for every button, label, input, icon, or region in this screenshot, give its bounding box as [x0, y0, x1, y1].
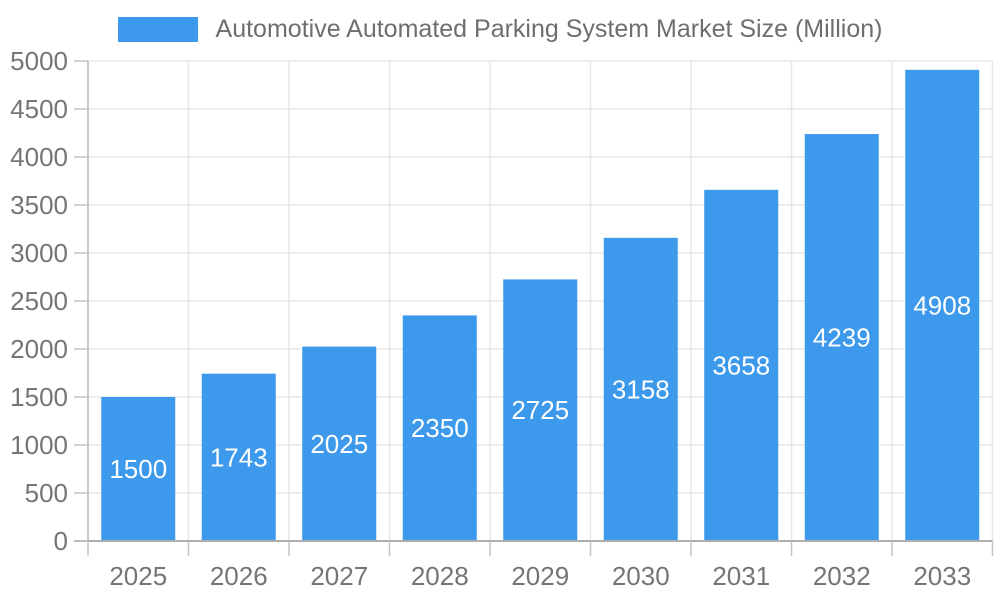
- legend-item[interactable]: Automotive Automated Parking System Mark…: [117, 15, 883, 44]
- y-tick-label: 3000: [10, 238, 68, 268]
- x-tick-label: 2032: [813, 561, 871, 591]
- y-tick-label: 5000: [10, 46, 68, 76]
- y-tick-label: 4000: [10, 142, 68, 172]
- bar-value-label: 1743: [210, 442, 268, 472]
- x-tick-label: 2028: [411, 561, 469, 591]
- bar-2033: [905, 69, 980, 541]
- y-tick-label: 4500: [10, 94, 68, 124]
- x-tick-label: 2026: [210, 561, 268, 591]
- bar-2026: [201, 373, 276, 541]
- x-tick-label: 2025: [109, 561, 167, 591]
- bar-2028: [402, 315, 477, 541]
- x-tick-label: 2029: [511, 561, 569, 591]
- bar-value-label: 3658: [712, 350, 770, 380]
- bar-value-label: 2725: [511, 395, 569, 425]
- x-tick-label: 2031: [712, 561, 770, 591]
- bar-value-label: 2350: [411, 413, 469, 443]
- x-tick-label: 2027: [310, 561, 368, 591]
- y-tick-label: 2500: [10, 286, 68, 316]
- y-tick-label: 1500: [10, 382, 68, 412]
- bar-2032: [804, 134, 879, 541]
- x-tick-label: 2030: [612, 561, 670, 591]
- x-tick-label: 2033: [913, 561, 971, 591]
- legend: Automotive Automated Parking System Mark…: [0, 15, 1000, 44]
- y-tick-label: 2000: [10, 334, 68, 364]
- legend-label: Automotive Automated Parking System Mark…: [215, 15, 883, 43]
- y-tick-label: 1000: [10, 430, 68, 460]
- legend-swatch-icon: [117, 17, 198, 42]
- bar-value-label: 2025: [310, 429, 368, 459]
- bar-2027: [302, 346, 377, 541]
- bar-value-label: 1500: [109, 454, 167, 484]
- bar-2029: [503, 279, 578, 541]
- bar-2031: [704, 189, 779, 541]
- y-tick-label: 3500: [10, 190, 68, 220]
- bar-value-label: 4908: [913, 290, 971, 320]
- bar-value-label: 4239: [813, 323, 871, 353]
- bar-2030: [603, 237, 678, 541]
- bar-2025: [101, 397, 176, 541]
- bar-value-label: 3158: [612, 374, 670, 404]
- y-tick-label: 500: [25, 478, 68, 508]
- y-tick-label: 0: [54, 526, 68, 556]
